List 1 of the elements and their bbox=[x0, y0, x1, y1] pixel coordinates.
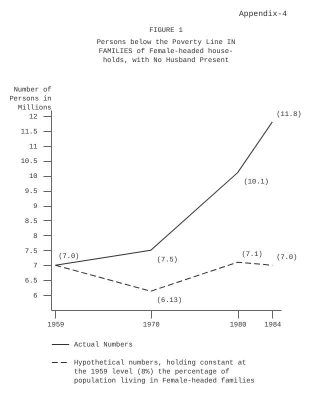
text: Appendix-4 bbox=[238, 10, 287, 19]
